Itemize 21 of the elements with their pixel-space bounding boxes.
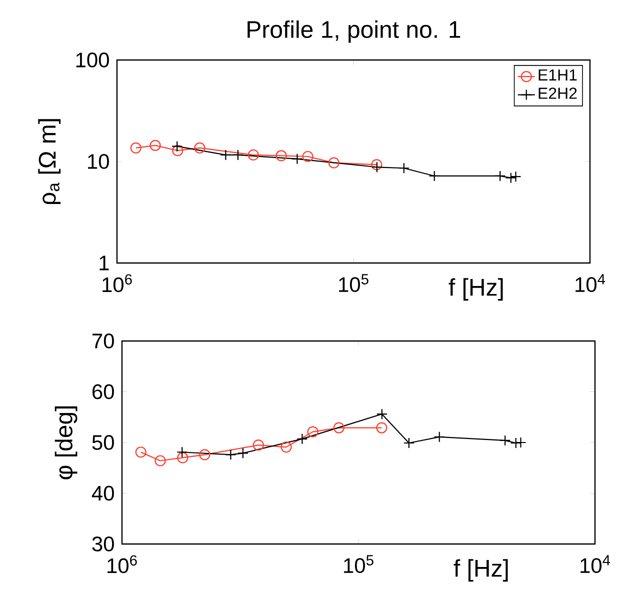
y-tick-label: 50	[92, 435, 114, 450]
chart-title: Profile 1, point no. 1	[248, 20, 460, 43]
x-axis-title: f [Hz]	[454, 559, 508, 582]
y-tick-label: 1	[100, 256, 109, 270]
y-axis-title: ρ$_{a}$ [Ω m]	[38, 119, 61, 204]
legend-label: E2H2	[538, 88, 577, 99]
x-tick-label: 10$^{4}$	[576, 274, 606, 292]
y-tick-label: 10	[88, 154, 109, 169]
y-tick-label: 70	[92, 334, 114, 348]
x-tick-label: 10$^{6}$	[102, 274, 132, 292]
x-tick-label: 10$^{5}$	[344, 555, 374, 574]
legend-label: E1H1	[538, 69, 577, 80]
x-tick-label: 10$^{5}$	[339, 274, 368, 292]
y-tick-label: 100	[76, 52, 109, 68]
y-tick-label: 30	[92, 536, 114, 552]
x-tick-label: 10$^{6}$	[108, 555, 137, 574]
y-tick-label: 60	[92, 384, 114, 400]
x-axis-title: f [Hz]	[448, 278, 503, 301]
y-axis-title: φ [deg]	[54, 406, 78, 480]
y-tick-label: 40	[92, 486, 114, 501]
x-tick-label: 10$^{4}$	[580, 555, 610, 574]
